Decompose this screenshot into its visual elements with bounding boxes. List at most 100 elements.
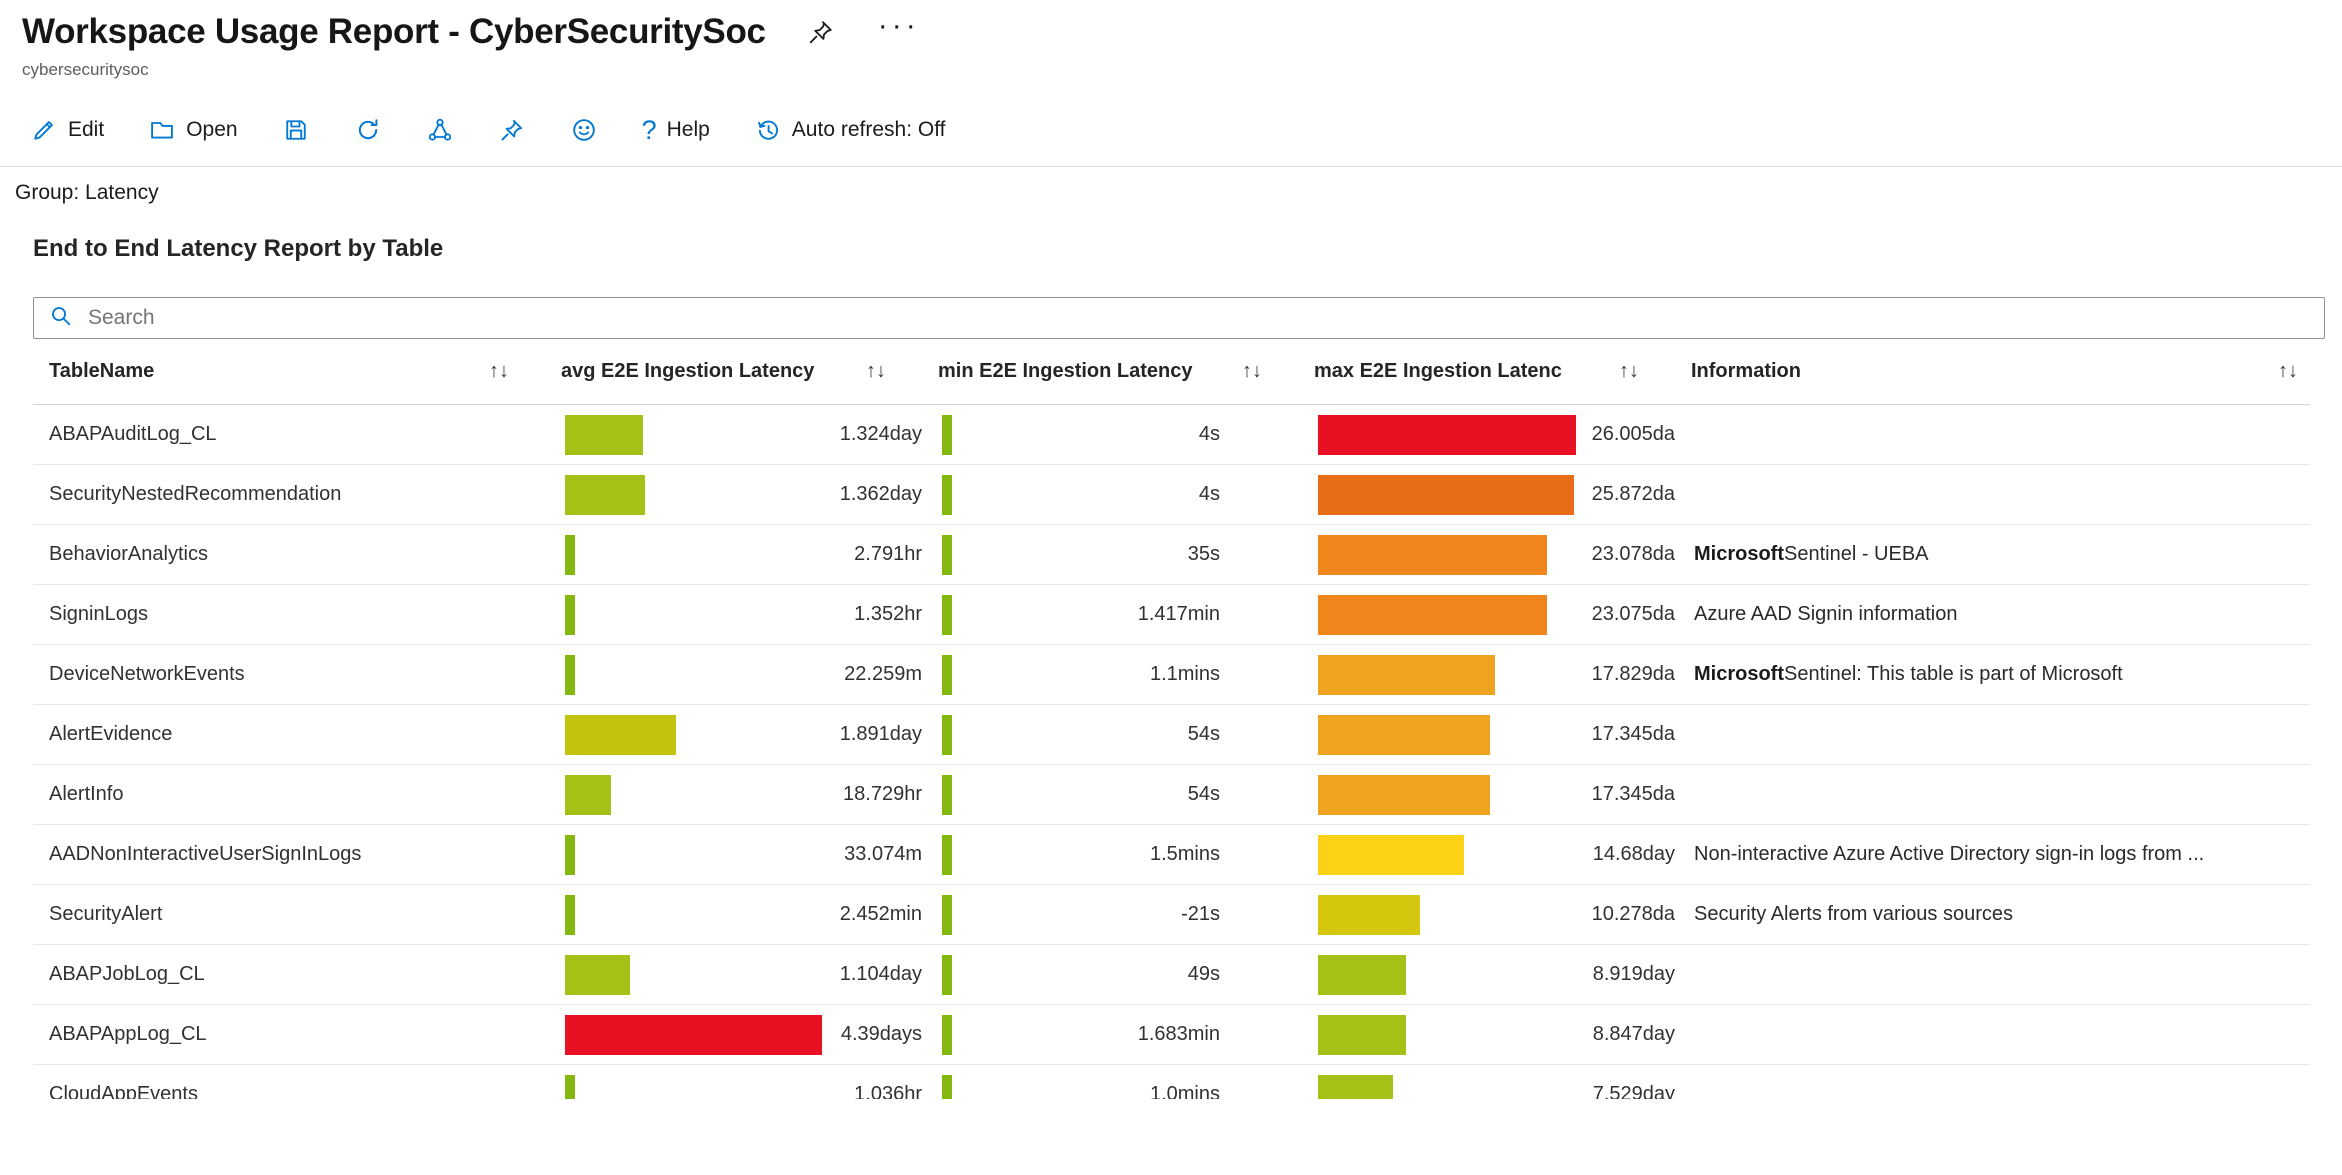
max-latency-value: 17.829da [1591, 663, 1675, 685]
max-latency-value: 17.345da [1591, 723, 1675, 745]
table-name-cell: SecurityAlert [49, 903, 163, 925]
sort-icon[interactable]: ↑↓ [2278, 360, 2298, 382]
min-latency-cell: 1.683min [930, 1005, 1306, 1064]
table-row[interactable]: DeviceNetworkEvents 22.259m 1.1mins 17.829d… [33, 645, 2310, 705]
table-name-cell: CloudAppEvents [49, 1083, 198, 1099]
table-row[interactable]: AADNonInteractiveUserSignInLogs 33.074m 1.… [33, 825, 2310, 885]
min-latency-cell: 49s [930, 945, 1306, 1004]
avg-latency-bar [565, 414, 643, 455]
pushpin-icon[interactable] [806, 17, 836, 47]
min-latency-bar [942, 1074, 952, 1099]
min-latency-value: 1.1mins [1149, 663, 1220, 685]
auto-refresh-button[interactable]: Auto refresh: Off [754, 116, 945, 144]
max-latency-cell: 17.345da [1306, 705, 1683, 764]
min-latency-value: 1.5mins [1149, 843, 1220, 865]
page-title: Workspace Usage Report - CyberSecuritySo… [22, 12, 766, 51]
table-row[interactable]: SecurityNestedRecommendation 1.362day 4s 25… [33, 465, 2310, 525]
max-latency-cell: 17.345da [1306, 765, 1683, 824]
avg-latency-value: 1.362day [839, 483, 922, 505]
information-cell [1683, 465, 2310, 524]
max-latency-cell: 14.68day [1306, 825, 1683, 884]
avg-latency-cell: 22.259m [553, 645, 930, 704]
feedback-button[interactable] [570, 116, 598, 144]
latency-grid: TableName ↑↓ avg E2E Ingestion Latency ↑… [33, 339, 2310, 1099]
share-button[interactable] [426, 116, 454, 144]
max-latency-value: 17.345da [1591, 783, 1675, 805]
min-latency-bar [942, 594, 952, 635]
information-text: Azure AAD Signin information [1694, 603, 1958, 625]
min-latency-cell: 4s [930, 405, 1306, 464]
max-latency-cell: 7.529day [1306, 1065, 1683, 1099]
sort-icon[interactable]: ↑↓ [866, 360, 886, 382]
information-cell: Microsoft Sentinel - UEBA [1683, 525, 2310, 584]
min-latency-bar [942, 474, 952, 515]
pin-button[interactable] [498, 116, 526, 144]
column-header-avg-latency[interactable]: avg E2E Ingestion Latency ↑↓ [561, 360, 886, 382]
max-latency-bar [1318, 654, 1495, 695]
search-box [33, 297, 2325, 339]
avg-latency-bar [565, 1014, 822, 1055]
workbook-toolbar: Edit Open [30, 110, 2342, 150]
information-text: Microsoft [1694, 543, 1784, 565]
table-name-cell: SigninLogs [49, 603, 148, 625]
max-latency-cell: 8.919day [1306, 945, 1683, 1004]
workspace-subtitle: cybersecuritysoc [22, 60, 149, 79]
table-row[interactable]: AlertInfo 18.729hr 54s 17.345da [33, 765, 2310, 825]
max-latency-bar [1318, 414, 1576, 455]
search-icon [48, 303, 74, 334]
information-cell [1683, 705, 2310, 764]
table-row[interactable]: SecurityAlert 2.452min -21s 10.278da Securit… [33, 885, 2310, 945]
toolbar-divider [0, 166, 2342, 167]
sort-icon[interactable]: ↑↓ [489, 360, 509, 382]
refresh-button[interactable] [354, 116, 382, 144]
save-button[interactable] [282, 116, 310, 144]
avg-latency-value: 4.39days [840, 1023, 922, 1045]
search-input[interactable] [86, 300, 2324, 336]
information-cell: Security Alerts from various sources [1683, 885, 2310, 944]
column-header-tablename[interactable]: TableName ↑↓ [49, 360, 509, 382]
min-latency-value: -21s [1181, 903, 1220, 925]
column-header-max-latency[interactable]: max E2E Ingestion Latenc ↑↓ [1314, 360, 1639, 382]
table-row[interactable]: SigninLogs 1.352hr 1.417min 23.075da Azure A… [33, 585, 2310, 645]
avg-latency-bar [565, 534, 575, 575]
min-latency-value: 35s [1187, 543, 1220, 565]
table-name-cell: AlertInfo [49, 783, 124, 805]
max-latency-bar [1318, 894, 1420, 935]
column-header-information[interactable]: Information ↑↓ [1691, 360, 2298, 382]
column-header-min-latency[interactable]: min E2E Ingestion Latency ↑↓ [938, 360, 1262, 382]
table-row[interactable]: BehaviorAnalytics 2.791hr 35s 23.078da Micro… [33, 525, 2310, 585]
avg-latency-bar [565, 1074, 575, 1099]
max-latency-value: 25.872da [1591, 483, 1675, 505]
avg-latency-value: 1.036hr [854, 1083, 922, 1099]
information-text: Security Alerts from various sources [1694, 903, 2013, 925]
table-row[interactable]: ABAPAppLog_CL 4.39days 1.683min 8.847day [33, 1005, 2310, 1065]
open-button[interactable]: Open [148, 116, 238, 144]
min-latency-bar [942, 834, 952, 875]
ellipsis-icon[interactable]: ··· [877, 9, 920, 42]
table-row[interactable]: CloudAppEvents 1.036hr 1.0mins 7.529day [33, 1065, 2310, 1099]
min-latency-cell: 1.0mins [930, 1065, 1306, 1099]
edit-button[interactable]: Edit [30, 116, 104, 144]
help-button[interactable]: ? Help [642, 115, 710, 146]
min-latency-cell: 1.1mins [930, 645, 1306, 704]
max-latency-value: 10.278da [1591, 903, 1675, 925]
min-latency-bar [942, 714, 952, 755]
share-icon [426, 116, 454, 144]
avg-latency-cell: 33.074m [553, 825, 930, 884]
table-row[interactable]: AlertEvidence 1.891day 54s 17.345da [33, 705, 2310, 765]
max-latency-value: 8.847day [1592, 1023, 1675, 1045]
table-name-cell: DeviceNetworkEvents [49, 663, 245, 685]
avg-latency-bar [565, 594, 575, 635]
sort-icon[interactable]: ↑↓ [1619, 360, 1639, 382]
section-title: End to End Latency Report by Table [33, 235, 444, 262]
save-icon [282, 116, 310, 144]
max-latency-bar [1318, 594, 1547, 635]
avg-latency-bar [565, 714, 676, 755]
table-row[interactable]: ABAPAuditLog_CL 1.324day 4s 26.005da [33, 405, 2310, 465]
sort-icon[interactable]: ↑↓ [1242, 360, 1262, 382]
max-latency-value: 26.005da [1591, 423, 1675, 445]
avg-latency-bar [565, 834, 575, 875]
table-row[interactable]: ABAPJobLog_CL 1.104day 49s 8.919day [33, 945, 2310, 1005]
avg-latency-cell: 4.39days [553, 1005, 930, 1064]
avg-latency-cell: 1.324day [553, 405, 930, 464]
